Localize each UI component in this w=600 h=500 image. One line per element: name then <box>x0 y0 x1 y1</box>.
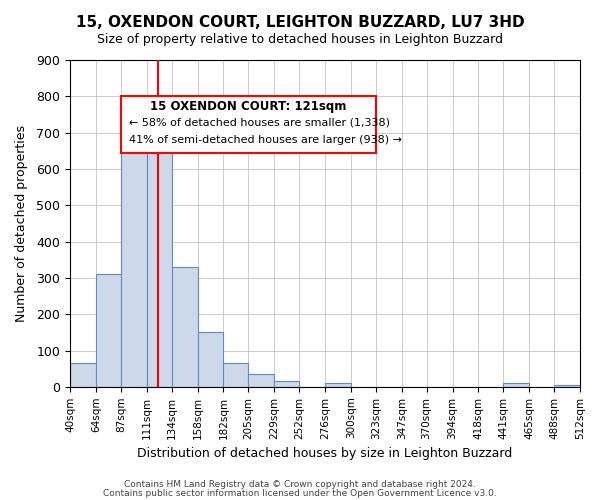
Bar <box>223 363 248 387</box>
Text: Contains public sector information licensed under the Open Government Licence v3: Contains public sector information licen… <box>103 488 497 498</box>
X-axis label: Distribution of detached houses by size in Leighton Buzzard: Distribution of detached houses by size … <box>137 447 512 460</box>
Bar <box>147 151 172 387</box>
Bar <box>325 383 351 387</box>
Text: Contains HM Land Registry data © Crown copyright and database right 2024.: Contains HM Land Registry data © Crown c… <box>124 480 476 489</box>
Bar <box>70 363 96 387</box>
Bar <box>121 138 147 387</box>
Text: Size of property relative to detached houses in Leighton Buzzard: Size of property relative to detached ho… <box>97 32 503 46</box>
Y-axis label: Number of detached properties: Number of detached properties <box>15 125 28 322</box>
Bar <box>248 374 274 387</box>
Bar <box>96 274 121 387</box>
Bar <box>503 383 529 387</box>
Text: ← 58% of detached houses are smaller (1,338): ← 58% of detached houses are smaller (1,… <box>128 117 389 127</box>
Bar <box>554 385 580 387</box>
FancyBboxPatch shape <box>121 96 376 153</box>
Text: 15 OXENDON COURT: 121sqm: 15 OXENDON COURT: 121sqm <box>151 100 347 113</box>
Bar <box>274 382 299 387</box>
Bar <box>197 332 223 387</box>
Bar <box>172 267 197 387</box>
Text: 41% of semi-detached houses are larger (938) →: 41% of semi-detached houses are larger (… <box>128 134 401 144</box>
Text: 15, OXENDON COURT, LEIGHTON BUZZARD, LU7 3HD: 15, OXENDON COURT, LEIGHTON BUZZARD, LU7… <box>76 15 524 30</box>
